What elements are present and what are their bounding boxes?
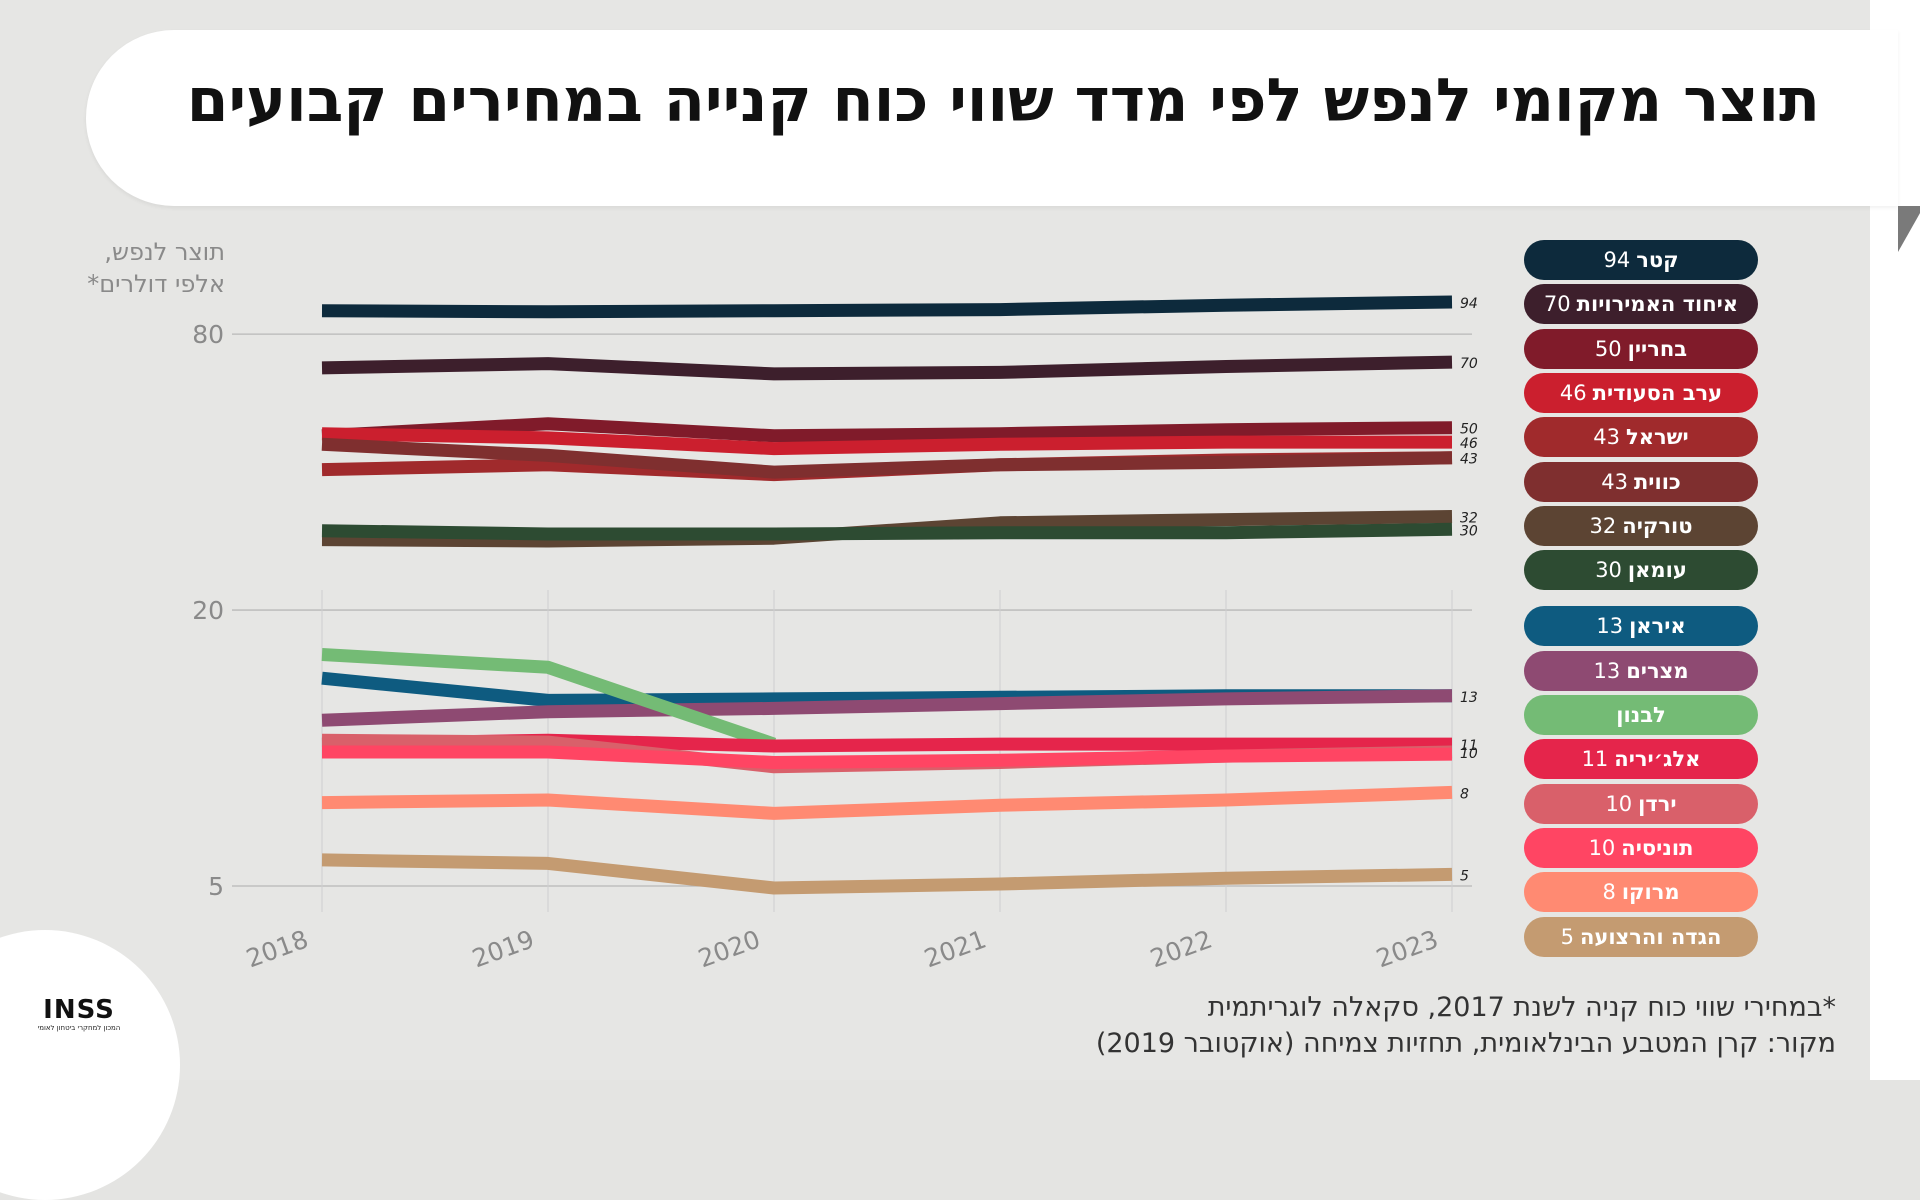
- series-line-5: [321, 437, 1453, 479]
- legend-item-13: תוניסיה 10: [1524, 827, 1758, 868]
- end-label-14: 8: [1460, 786, 1469, 802]
- legend-item-name: בחריין: [1627, 336, 1688, 361]
- series-line-3: [321, 427, 1452, 456]
- banner-fold: [1898, 206, 1920, 252]
- legend-item-12: ירדן 10: [1524, 783, 1758, 824]
- x-tick-label-2021: 2021: [920, 924, 990, 973]
- legend-item-11: אלג׳יריה 11: [1524, 739, 1758, 780]
- inss-logo: INSS המכון למחקרי ביטחון לאומי: [34, 996, 124, 1033]
- series-line-1: [321, 355, 1453, 381]
- legend-item-name: לבנון: [1616, 703, 1666, 727]
- end-label-11: 11: [1460, 738, 1478, 754]
- legend-item-14: מרוקו 8: [1524, 872, 1758, 913]
- legend-item-6: טורקיה 32: [1524, 505, 1758, 546]
- legend-item-0: קטר 94: [1524, 240, 1758, 280]
- legend-item-value: 10: [1588, 835, 1616, 860]
- footnote-source: מקור: קרן המטבע הבינלאומית, תחזיות צמיחה…: [1095, 1028, 1836, 1059]
- end-label-1: 70: [1460, 356, 1478, 372]
- legend-item-8: איראן 13: [1524, 606, 1758, 647]
- x-tick-label-2020: 2020: [694, 924, 764, 973]
- legend-item-name: איראן: [1629, 614, 1686, 639]
- end-label-7: 30: [1460, 523, 1478, 539]
- legend-item-value: 8: [1602, 880, 1616, 905]
- legend-item-15: הגדה והרצועה 5: [1524, 916, 1758, 957]
- legend-item-value: 43: [1601, 469, 1628, 494]
- legend-item-name: טורקיה: [1622, 513, 1693, 538]
- legend-item-1: איחוד האמירויות 70: [1524, 284, 1758, 325]
- legend-item-name: מרוקו: [1621, 880, 1680, 905]
- legend-item-name: מצרים: [1626, 658, 1689, 683]
- series-line-0: [321, 295, 1453, 319]
- legend-item-value: 13: [1593, 658, 1621, 683]
- legend-item-value: 70: [1543, 292, 1571, 317]
- title-banner: תוצר מקומי לנפש לפי מדד שווי כוח קנייה ב…: [86, 30, 1920, 252]
- x-tick-label-2018: 2018: [242, 924, 312, 973]
- end-label-8: 13: [1460, 690, 1478, 706]
- y-axis-label: תוצר לנפש, אלפי דולרים*: [60, 236, 225, 300]
- legend-item-value: 5: [1560, 924, 1574, 949]
- x-tick-label-2019: 2019: [468, 924, 538, 973]
- series-line-15: [321, 853, 1453, 895]
- legend-item-10: לבנון: [1524, 695, 1758, 735]
- end-label-15: 5: [1460, 868, 1469, 884]
- end-label-12: 10: [1460, 746, 1478, 762]
- end-label-6: 32: [1460, 511, 1478, 527]
- legend-item-name: ישראל: [1626, 425, 1689, 450]
- series-line-2: [321, 417, 1453, 443]
- footnote-scale-note: *במחירי שווי כוח קניה לשנת 2017, סקאלה ל…: [1207, 992, 1836, 1023]
- logo-subtitle: המכון למחקרי ביטחון לאומי: [37, 1024, 121, 1032]
- legend-item-name: איחוד האמירויות: [1576, 292, 1739, 317]
- y-axis-label-line1: תוצר לנפש,: [104, 238, 225, 266]
- logo-mark: INSS: [43, 995, 115, 1025]
- y-axis-label-line2: אלפי דולרים*: [87, 270, 225, 298]
- chart-title: תוצר מקומי לנפש לפי מדד שווי כוח קנייה ב…: [186, 66, 1820, 136]
- legend-item-name: קטר: [1636, 248, 1679, 272]
- legend-item-value: 10: [1605, 791, 1633, 816]
- series-line-7: [321, 522, 1453, 541]
- series-line-10: [321, 648, 777, 751]
- legend-item-name: עומאן: [1627, 558, 1687, 583]
- legend-item-value: 30: [1595, 558, 1622, 583]
- legend-item-value: 94: [1603, 248, 1631, 272]
- series-line-13: [322, 745, 1453, 769]
- end-label-4: 43: [1460, 452, 1478, 468]
- y-tick-label-5: 5: [208, 872, 224, 901]
- y-tick-label-20: 20: [192, 596, 224, 625]
- series-line-14: [321, 785, 1453, 820]
- series-line-9: [321, 689, 1453, 727]
- end-label-2: 50: [1460, 422, 1478, 438]
- end-label-0: 94: [1460, 296, 1478, 312]
- y-tick-label-80: 80: [192, 320, 224, 349]
- x-tick-label-2022: 2022: [1146, 924, 1216, 973]
- legend-item-value: 46: [1559, 380, 1587, 405]
- legend-item-2: בחריין 50: [1524, 328, 1758, 369]
- end-label-3: 46: [1460, 436, 1478, 452]
- legend-item-3: ערב הסעודית 46: [1524, 372, 1758, 413]
- x-tick-label-2023: 2023: [1372, 924, 1442, 973]
- legend-item-name: אלג׳יריה: [1614, 747, 1701, 772]
- legend-item-name: ערב הסעודית: [1592, 380, 1723, 405]
- legend-item-value: 13: [1596, 614, 1624, 639]
- footnote: *במחירי שווי כוח קניה לשנת 2017, סקאלה ל…: [1096, 990, 1836, 1062]
- legend-item-value: 50: [1594, 336, 1622, 361]
- legend-item-name: ירדן: [1638, 791, 1677, 816]
- legend-item-name: תוניסיה: [1621, 835, 1694, 860]
- legend-item-value: 43: [1593, 425, 1620, 450]
- legend-item-name: הגדה והרצועה: [1579, 924, 1722, 949]
- legend-item-5: כווית 43: [1524, 461, 1758, 502]
- legend-item-value: 11: [1581, 747, 1609, 772]
- legend-item-value: 32: [1589, 513, 1617, 538]
- legend-item-9: מצרים 13: [1524, 650, 1758, 691]
- legend-item-4: ישראל 43: [1524, 417, 1758, 458]
- legend-item-7: עומאן 30: [1524, 550, 1758, 591]
- legend-item-name: כווית: [1633, 469, 1681, 494]
